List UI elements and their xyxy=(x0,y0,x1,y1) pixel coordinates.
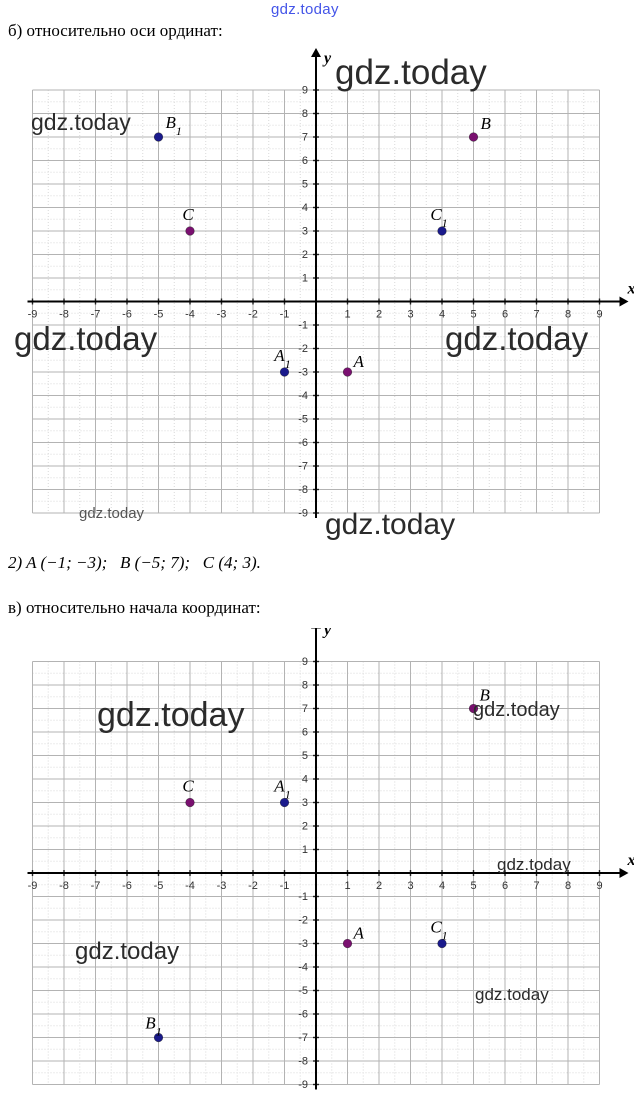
svg-text:8: 8 xyxy=(565,880,571,892)
svg-text:-9: -9 xyxy=(298,508,308,520)
svg-text:C: C xyxy=(182,777,194,796)
svg-text:C: C xyxy=(182,205,194,224)
svg-text:6: 6 xyxy=(502,309,508,321)
svg-text:-8: -8 xyxy=(59,309,69,321)
svg-text:6: 6 xyxy=(302,155,308,167)
svg-text:4: 4 xyxy=(302,774,308,786)
svg-text:5: 5 xyxy=(470,309,476,321)
svg-text:-9: -9 xyxy=(28,880,38,892)
svg-text:7: 7 xyxy=(302,132,308,144)
svg-text:7: 7 xyxy=(533,880,539,892)
svg-text:-5: -5 xyxy=(154,880,164,892)
svg-text:-1: -1 xyxy=(298,320,308,332)
svg-text:-4: -4 xyxy=(185,880,195,892)
svg-text:3: 3 xyxy=(407,309,413,321)
svg-text:4: 4 xyxy=(302,202,308,214)
svg-text:6: 6 xyxy=(302,727,308,739)
svg-text:A: A xyxy=(353,924,365,943)
svg-text:2: 2 xyxy=(376,309,382,321)
svg-text:2: 2 xyxy=(376,880,382,892)
svg-text:-7: -7 xyxy=(91,880,101,892)
svg-text:x: x xyxy=(627,852,634,869)
svg-text:-2: -2 xyxy=(298,915,308,927)
svg-text:A1: A1 xyxy=(273,346,290,371)
svg-text:1: 1 xyxy=(302,844,308,856)
svg-text:-3: -3 xyxy=(298,367,308,379)
svg-text:8: 8 xyxy=(302,680,308,692)
svg-text:-3: -3 xyxy=(298,938,308,950)
svg-text:5: 5 xyxy=(470,880,476,892)
svg-text:B: B xyxy=(481,114,492,133)
svg-text:5: 5 xyxy=(302,179,308,191)
svg-text:-3: -3 xyxy=(217,880,227,892)
svg-text:-4: -4 xyxy=(298,390,308,402)
svg-text:B1: B1 xyxy=(145,1014,161,1039)
svg-text:2: 2 xyxy=(302,249,308,261)
svg-text:1: 1 xyxy=(344,309,350,321)
svg-text:C1: C1 xyxy=(430,205,447,230)
svg-text:-6: -6 xyxy=(298,437,308,449)
svg-text:8: 8 xyxy=(565,309,571,321)
svg-text:-3: -3 xyxy=(217,309,227,321)
svg-text:9: 9 xyxy=(596,880,602,892)
svg-text:9: 9 xyxy=(596,309,602,321)
svg-text:-6: -6 xyxy=(122,880,132,892)
svg-text:C1: C1 xyxy=(430,918,447,943)
svg-text:-8: -8 xyxy=(298,484,308,496)
svg-text:1: 1 xyxy=(302,273,308,285)
svg-text:3: 3 xyxy=(302,226,308,238)
svg-text:-6: -6 xyxy=(122,309,132,321)
svg-text:7: 7 xyxy=(302,703,308,715)
svg-text:A1: A1 xyxy=(273,777,290,802)
svg-text:3: 3 xyxy=(407,880,413,892)
svg-text:-7: -7 xyxy=(91,309,101,321)
svg-text:-4: -4 xyxy=(185,309,195,321)
svg-text:6: 6 xyxy=(502,880,508,892)
svg-text:B1: B1 xyxy=(166,113,182,138)
svg-text:-7: -7 xyxy=(298,1032,308,1044)
svg-text:y: y xyxy=(322,628,332,639)
svg-text:y: y xyxy=(322,50,332,67)
svg-text:3: 3 xyxy=(302,797,308,809)
svg-text:4: 4 xyxy=(439,880,445,892)
svg-text:-8: -8 xyxy=(59,880,69,892)
svg-text:-4: -4 xyxy=(298,962,308,974)
svg-text:-2: -2 xyxy=(298,343,308,355)
svg-text:4: 4 xyxy=(439,309,445,321)
svg-text:-5: -5 xyxy=(154,309,164,321)
svg-text:-2: -2 xyxy=(248,880,258,892)
svg-text:-1: -1 xyxy=(280,309,290,321)
svg-text:-9: -9 xyxy=(298,1079,308,1091)
svg-text:-1: -1 xyxy=(280,880,290,892)
svg-text:9: 9 xyxy=(302,656,308,668)
svg-text:-8: -8 xyxy=(298,1056,308,1068)
svg-text:x: x xyxy=(627,281,634,298)
svg-text:-6: -6 xyxy=(298,1009,308,1021)
svg-text:8: 8 xyxy=(302,108,308,120)
svg-text:2: 2 xyxy=(302,821,308,833)
svg-text:5: 5 xyxy=(302,750,308,762)
svg-text:1: 1 xyxy=(344,880,350,892)
svg-text:9: 9 xyxy=(302,85,308,97)
svg-text:-2: -2 xyxy=(248,309,258,321)
svg-text:-1: -1 xyxy=(298,891,308,903)
svg-text:-5: -5 xyxy=(298,985,308,997)
svg-text:A: A xyxy=(353,352,365,371)
svg-text:-5: -5 xyxy=(298,414,308,426)
svg-text:7: 7 xyxy=(533,309,539,321)
svg-text:-9: -9 xyxy=(28,309,38,321)
svg-text:-7: -7 xyxy=(298,461,308,473)
